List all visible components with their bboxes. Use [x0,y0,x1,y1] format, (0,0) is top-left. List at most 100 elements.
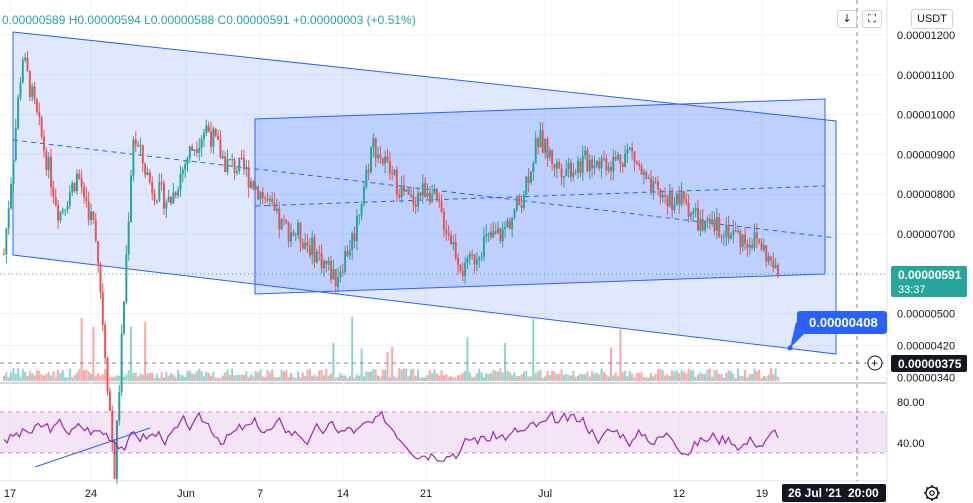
volume-bar [532,318,535,381]
candle-body [748,245,751,248]
download-icon[interactable]: ↓ [837,10,857,28]
volume-bar [146,373,149,381]
volume-bar [212,371,215,381]
volume-bar [680,370,683,381]
volume-bar [99,375,102,381]
candle-body [409,194,412,196]
candle-body [320,253,323,269]
volume-bar [718,373,721,381]
candle-body [118,392,121,421]
volume-bar [231,368,234,381]
inner-regression-channel[interactable] [254,98,826,295]
volume-bar [671,370,674,381]
candle-body [214,128,217,136]
volume-bar [198,368,201,381]
volume-bar [447,376,450,381]
volume-bar [266,370,269,381]
rsi-axis[interactable]: 80.00 40.00 [897,397,925,450]
volume-bar [228,374,231,381]
rsi-trendline[interactable] [34,427,151,468]
candle-body [297,223,300,236]
candle-body [499,228,502,242]
volume-bar [313,374,316,381]
candle-body [661,194,664,198]
candle-body [461,270,464,277]
candle-body [725,224,728,237]
volume-bar [151,373,154,381]
volume-bar [647,377,650,381]
volume-bar [141,374,144,381]
candle-body [134,139,137,145]
volume-bar [311,376,314,381]
volume-bar [75,372,78,381]
time-tick-label: 12 [673,488,685,500]
volume-bar [370,371,373,381]
candle-body [381,157,384,164]
candle-body [5,228,8,255]
candle-body [306,242,309,246]
candle-body [755,232,758,239]
fullscreen-icon[interactable]: ⛶ [862,10,882,28]
volume-bar [134,372,137,381]
candle-body [292,232,295,236]
candle-body [579,161,582,173]
volume-bar [673,371,676,381]
volume-bar [598,374,601,381]
crosshair-add-icon[interactable] [867,355,883,371]
rsi-pane[interactable] [0,384,887,480]
volume-bar [377,375,380,381]
candle-body [602,158,605,160]
candle-body [106,358,109,391]
candle-body [480,256,483,258]
volume-bar [52,371,55,381]
time-tick-label: 21 [420,488,432,500]
candle-body [708,218,711,224]
candle-body [254,186,257,190]
price-tick-label: 0.00000420 [897,340,955,352]
candle-body [304,242,307,249]
volume-bar [748,374,751,381]
candle-body [668,191,671,207]
volume-bar [87,371,90,381]
volume-bar [602,372,605,381]
candle-body [177,190,180,196]
volume-bar [306,370,309,381]
volume-bar [753,368,756,381]
volume-bar [468,372,471,381]
candle-body [433,189,436,195]
candle-body [541,130,544,153]
candle-body [358,215,361,217]
volume-bar [139,373,142,381]
time-axis[interactable]: 17 24 Jun 7 14 21 Jul 12 19 [4,488,768,500]
volume-bar [689,370,692,381]
volume-bar [704,373,707,381]
candle-body [240,157,243,159]
volume-bar [562,374,565,381]
candle-body [221,156,224,159]
candle-body [534,138,537,164]
candle-body [353,233,356,242]
volume-bar [577,375,580,381]
volume-bar [28,371,31,381]
volume-bar [179,374,182,381]
volume-bar [257,372,260,381]
currency-button[interactable]: USDT [911,9,953,29]
volume-bar [240,374,243,381]
candle-body [360,204,363,216]
candle-body [61,209,64,212]
price-annotation[interactable]: 0.00000408 [787,311,888,351]
candle-body [640,165,643,175]
volume-bar [513,372,516,381]
candle-body [31,86,34,97]
current-price-label: 0.00000591 [898,268,962,282]
volume-bar [90,373,93,381]
volume-bar [515,376,518,381]
candle-body [242,157,245,170]
volume-bar [7,377,10,381]
gear-icon[interactable] [924,485,940,501]
volume-bar [242,375,245,381]
volume-bar [664,375,667,381]
price-axis[interactable]: 0.00001200 0.00001100 0.00001000 0.00000900… [897,30,955,384]
volume-bar [94,375,97,381]
